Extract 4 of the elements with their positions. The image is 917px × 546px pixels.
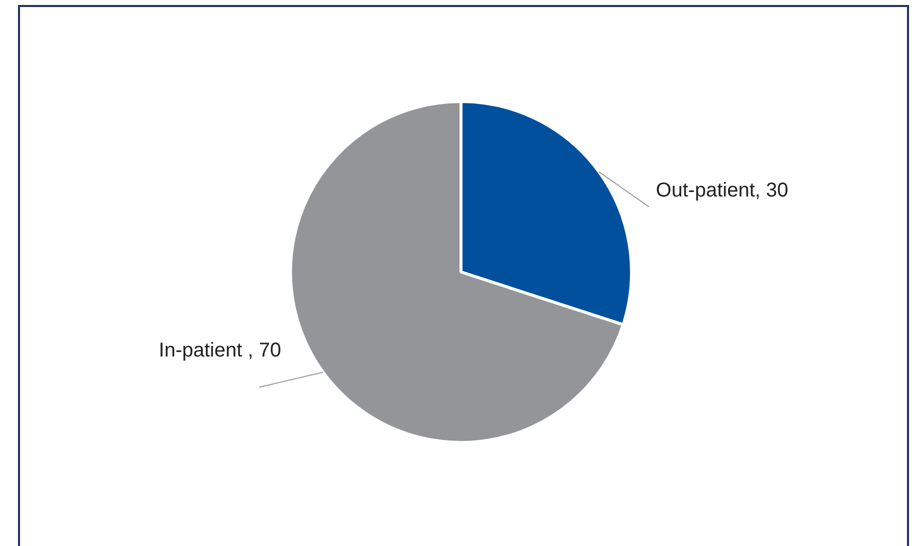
data-label: , 70 — [248, 340, 282, 362]
slice-label: Out-patient — [656, 179, 756, 202]
data-label: , 30 — [754, 179, 788, 202]
slice-label: In-patient — [158, 340, 248, 362]
